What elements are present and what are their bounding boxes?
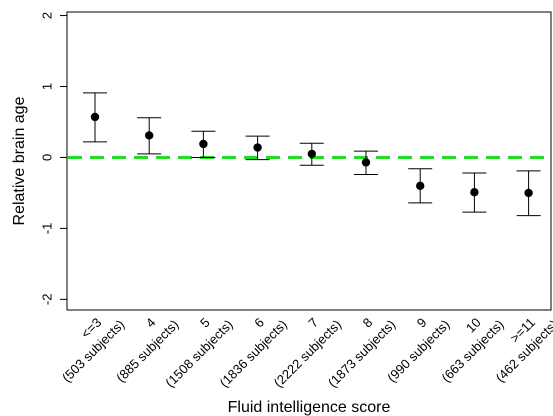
x-tick-label-score: 5 (197, 315, 213, 331)
y-tick-label: 2 (40, 12, 55, 19)
plot-frame (66, 11, 552, 311)
data-point (253, 143, 262, 152)
x-tick-label-score: 4 (143, 315, 159, 331)
x-tick-label-score: 9 (414, 315, 430, 331)
data-point (307, 149, 316, 159)
data-point (145, 131, 154, 140)
y-tick-label: -1 (40, 223, 55, 235)
data-point (90, 112, 100, 122)
data-series (83, 92, 541, 217)
data-point (416, 181, 425, 191)
data-point (199, 139, 208, 149)
data-point (470, 188, 479, 197)
x-tick-label-score: 8 (360, 315, 376, 331)
y-axis-title: Relative brain age (11, 96, 28, 225)
data-point (524, 188, 533, 198)
y-tick-label: 1 (40, 83, 55, 90)
x-axis-title: Fluid intelligence score (228, 399, 391, 416)
x-tick-label-score: 6 (251, 315, 267, 331)
x-axis-labels: <=3(503 subjects) 4(885 subjects) 5(1508 s… (59, 315, 553, 390)
y-tick-label: -2 (40, 294, 55, 306)
x-tick-label-score: 7 (305, 315, 321, 331)
data-point (361, 158, 371, 167)
y-axis: 2 1 0 -1 -2 (40, 12, 67, 305)
y-tick-label: 0 (40, 154, 55, 161)
